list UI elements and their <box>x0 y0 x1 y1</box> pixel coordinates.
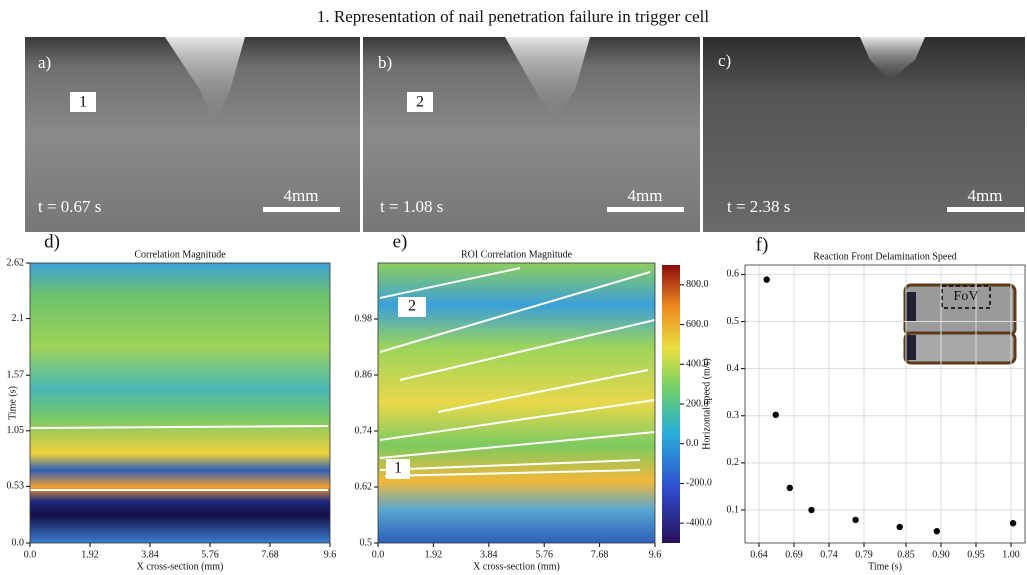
panel-label: d) <box>44 231 60 252</box>
figure: 1. Representation of nail penetration fa… <box>0 0 1027 575</box>
x-tick-label: 7.68 <box>591 549 609 560</box>
y-tick-label: 1.57 <box>7 370 25 381</box>
y-axis-label: Horizontal speed (m/s) <box>701 358 712 450</box>
x-tick-label: 3.84 <box>141 549 159 560</box>
chart-title: Reaction Front Delamination Speed <box>813 251 957 262</box>
y-tick-label: 1.05 <box>7 425 25 436</box>
panel-label: f) <box>756 234 769 255</box>
time-label: t = 1.08 s <box>380 197 443 216</box>
y-tick-label: 0.5 <box>727 316 740 327</box>
x-tick-label: 0.0 <box>24 549 37 560</box>
y-tick-label: 0.98 <box>355 313 373 324</box>
marker: 1 <box>79 94 87 111</box>
y-tick-label: 0.62 <box>355 481 373 492</box>
y-axis-label: Time (s) <box>7 386 18 420</box>
scale-label: 4mm <box>968 186 1003 205</box>
x-tick-label: 0.85 <box>897 549 915 560</box>
panel-label: c) <box>718 51 731 70</box>
data-point <box>773 412 779 418</box>
scale-label: 4mm <box>628 186 663 205</box>
y-tick-label: 0.74 <box>355 425 373 436</box>
y-tick-label: 0.0 <box>12 537 25 548</box>
inset-label: FoV <box>954 289 979 304</box>
data-point <box>787 485 793 491</box>
data-point <box>852 517 858 523</box>
figure-title: 1. Representation of nail penetration fa… <box>317 7 710 26</box>
x-axis-label: X cross-section (mm) <box>137 561 224 572</box>
colorbar <box>662 265 680 543</box>
x-tick-label: 0.90 <box>932 549 950 560</box>
data-point <box>764 276 770 282</box>
colorbar-tick-label: 0.0 <box>686 438 699 449</box>
x-axis-label: X cross-section (mm) <box>473 561 560 572</box>
x-tick-label: 9.6 <box>649 549 662 560</box>
x-tick-label: 1.92 <box>425 549 443 560</box>
x-axis-label: Time (s) <box>868 561 902 572</box>
x-tick-label: 1.92 <box>81 549 99 560</box>
data-point <box>1010 520 1016 526</box>
colorbar-tick-label: -200.0 <box>686 478 712 489</box>
y-tick-label: 2.1 <box>12 313 25 324</box>
x-tick-label: 0.69 <box>785 549 803 560</box>
colorbar-tick-label: 600.0 <box>686 319 709 330</box>
panel-label: b) <box>378 53 392 72</box>
y-tick-label: 0.86 <box>355 369 373 380</box>
y-tick-label: 2.62 <box>7 257 25 268</box>
colorbar-tick-label: -400.0 <box>686 517 712 528</box>
x-tick-label: 0.74 <box>820 549 838 560</box>
panel-label: e) <box>393 231 408 252</box>
y-tick-label: 0.1 <box>727 504 740 515</box>
x-tick-label: 7.68 <box>261 549 279 560</box>
data-point <box>897 524 903 530</box>
heatmap-image <box>30 263 330 543</box>
scale-label: 4mm <box>284 186 319 205</box>
x-tick-label: 5.76 <box>535 549 553 560</box>
y-tick-label: 0.4 <box>727 363 740 374</box>
chart-title: ROI Correlation Magnitude <box>461 249 573 260</box>
marker: 2 <box>416 94 424 111</box>
chart-title: Correlation Magnitude <box>134 249 226 260</box>
marker: 2 <box>408 298 416 315</box>
colorbar-tick-label: 800.0 <box>686 279 709 290</box>
x-tick-label: 0.64 <box>750 549 768 560</box>
data-point <box>934 528 940 534</box>
y-tick-label: 0.53 <box>7 481 25 492</box>
x-tick-label: 0.95 <box>967 549 985 560</box>
x-tick-label: 3.84 <box>480 549 498 560</box>
x-tick-label: 0.79 <box>855 549 873 560</box>
time-label: t = 0.67 s <box>38 197 101 216</box>
x-tick-label: 5.76 <box>201 549 219 560</box>
x-tick-label: 1.00 <box>1002 549 1020 560</box>
data-point <box>808 507 814 513</box>
marker: 1 <box>394 460 402 477</box>
y-tick-label: 0.3 <box>727 410 740 421</box>
y-tick-label: 0.6 <box>727 269 740 280</box>
panel-label: a) <box>38 53 51 72</box>
y-tick-label: 0.2 <box>727 457 740 468</box>
y-tick-label: 0.5 <box>360 537 373 548</box>
time-label: t = 2.38 s <box>727 197 790 216</box>
x-tick-label: 0.0 <box>372 549 385 560</box>
x-tick-label: 9.6 <box>324 549 337 560</box>
